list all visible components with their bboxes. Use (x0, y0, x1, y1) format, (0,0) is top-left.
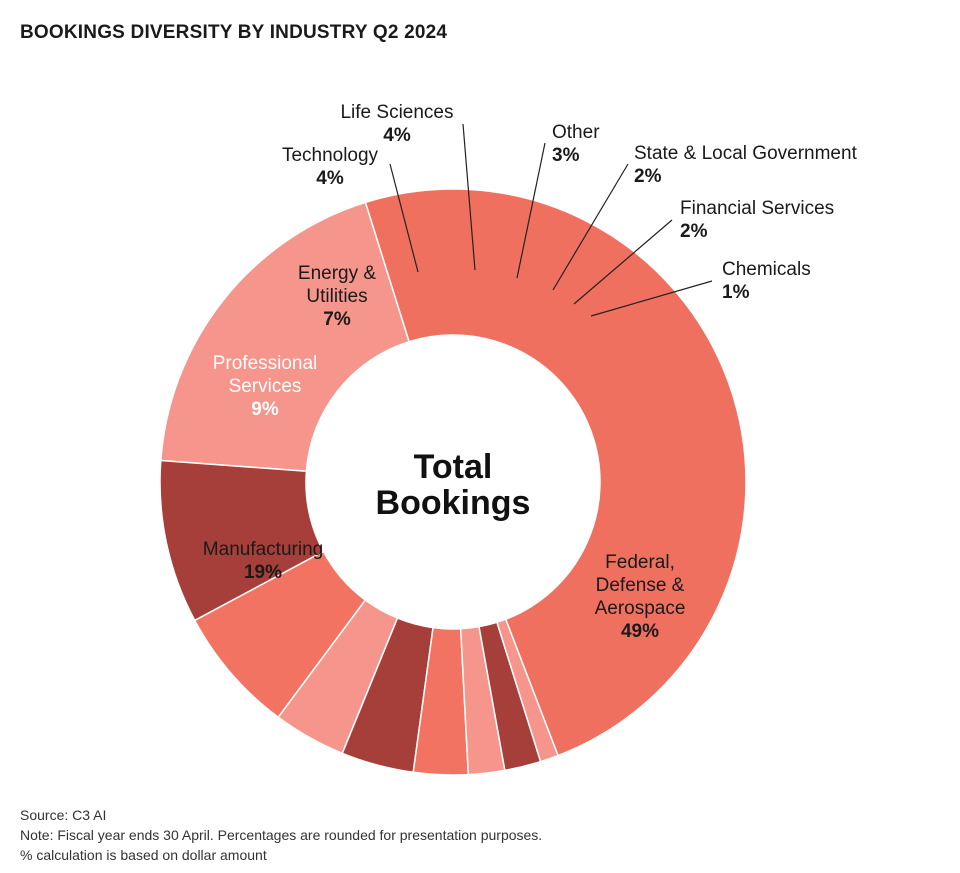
slice-label: Life Sciences (340, 102, 453, 123)
center-label-line: Total (414, 448, 493, 486)
slice-label: Technology (282, 145, 379, 166)
slice-value: 7% (323, 309, 351, 330)
slice-value: 2% (634, 166, 662, 187)
slice-label: Manufacturing (203, 539, 323, 560)
slice-value: 49% (621, 621, 659, 642)
slice-value: 4% (383, 125, 411, 146)
leader-line (573, 219, 673, 305)
center-label-line: Bookings (376, 484, 531, 522)
slice-label: Other (552, 122, 600, 143)
chart-title: BOOKINGS DIVERSITY BY INDUSTRY Q2 2024 (20, 22, 448, 43)
slice-label: Professional (213, 353, 318, 374)
slice-value: 9% (251, 399, 279, 420)
source-note: Source: C3 AI (20, 807, 107, 823)
slice-label: Federal, (605, 552, 675, 573)
slice-label: Energy & (298, 263, 376, 284)
slice-label: State & Local Government (634, 143, 858, 164)
slice-label: Utilities (306, 286, 367, 307)
slice-chemicals (496, 618, 559, 763)
slice-value: 2% (680, 221, 708, 242)
leader-line (590, 280, 713, 317)
calculation-note: % calculation is based on dollar amount (20, 847, 267, 863)
slice-value: 4% (316, 168, 344, 189)
leader-line (389, 163, 419, 273)
slice-label: Financial Services (680, 198, 834, 219)
slice-federal-defense-and-aerospace (364, 188, 747, 757)
fiscal-year-note: Note: Fiscal year ends 30 April. Percent… (20, 827, 543, 843)
slice-manufacturing (159, 201, 410, 473)
slice-label: Chemicals (722, 259, 811, 280)
slice-label: Defense & (596, 575, 685, 596)
slice-value: 1% (722, 282, 750, 303)
slice-label: Aerospace (595, 598, 686, 619)
chart-footer: Source: C3 AI Note: Fiscal year ends 30 … (20, 805, 542, 865)
slice-label: Services (229, 376, 302, 397)
slice-value: 3% (552, 145, 580, 166)
leader-line (516, 142, 546, 279)
leader-line (462, 123, 476, 271)
slice-value: 19% (244, 562, 282, 583)
leader-line (552, 163, 629, 291)
